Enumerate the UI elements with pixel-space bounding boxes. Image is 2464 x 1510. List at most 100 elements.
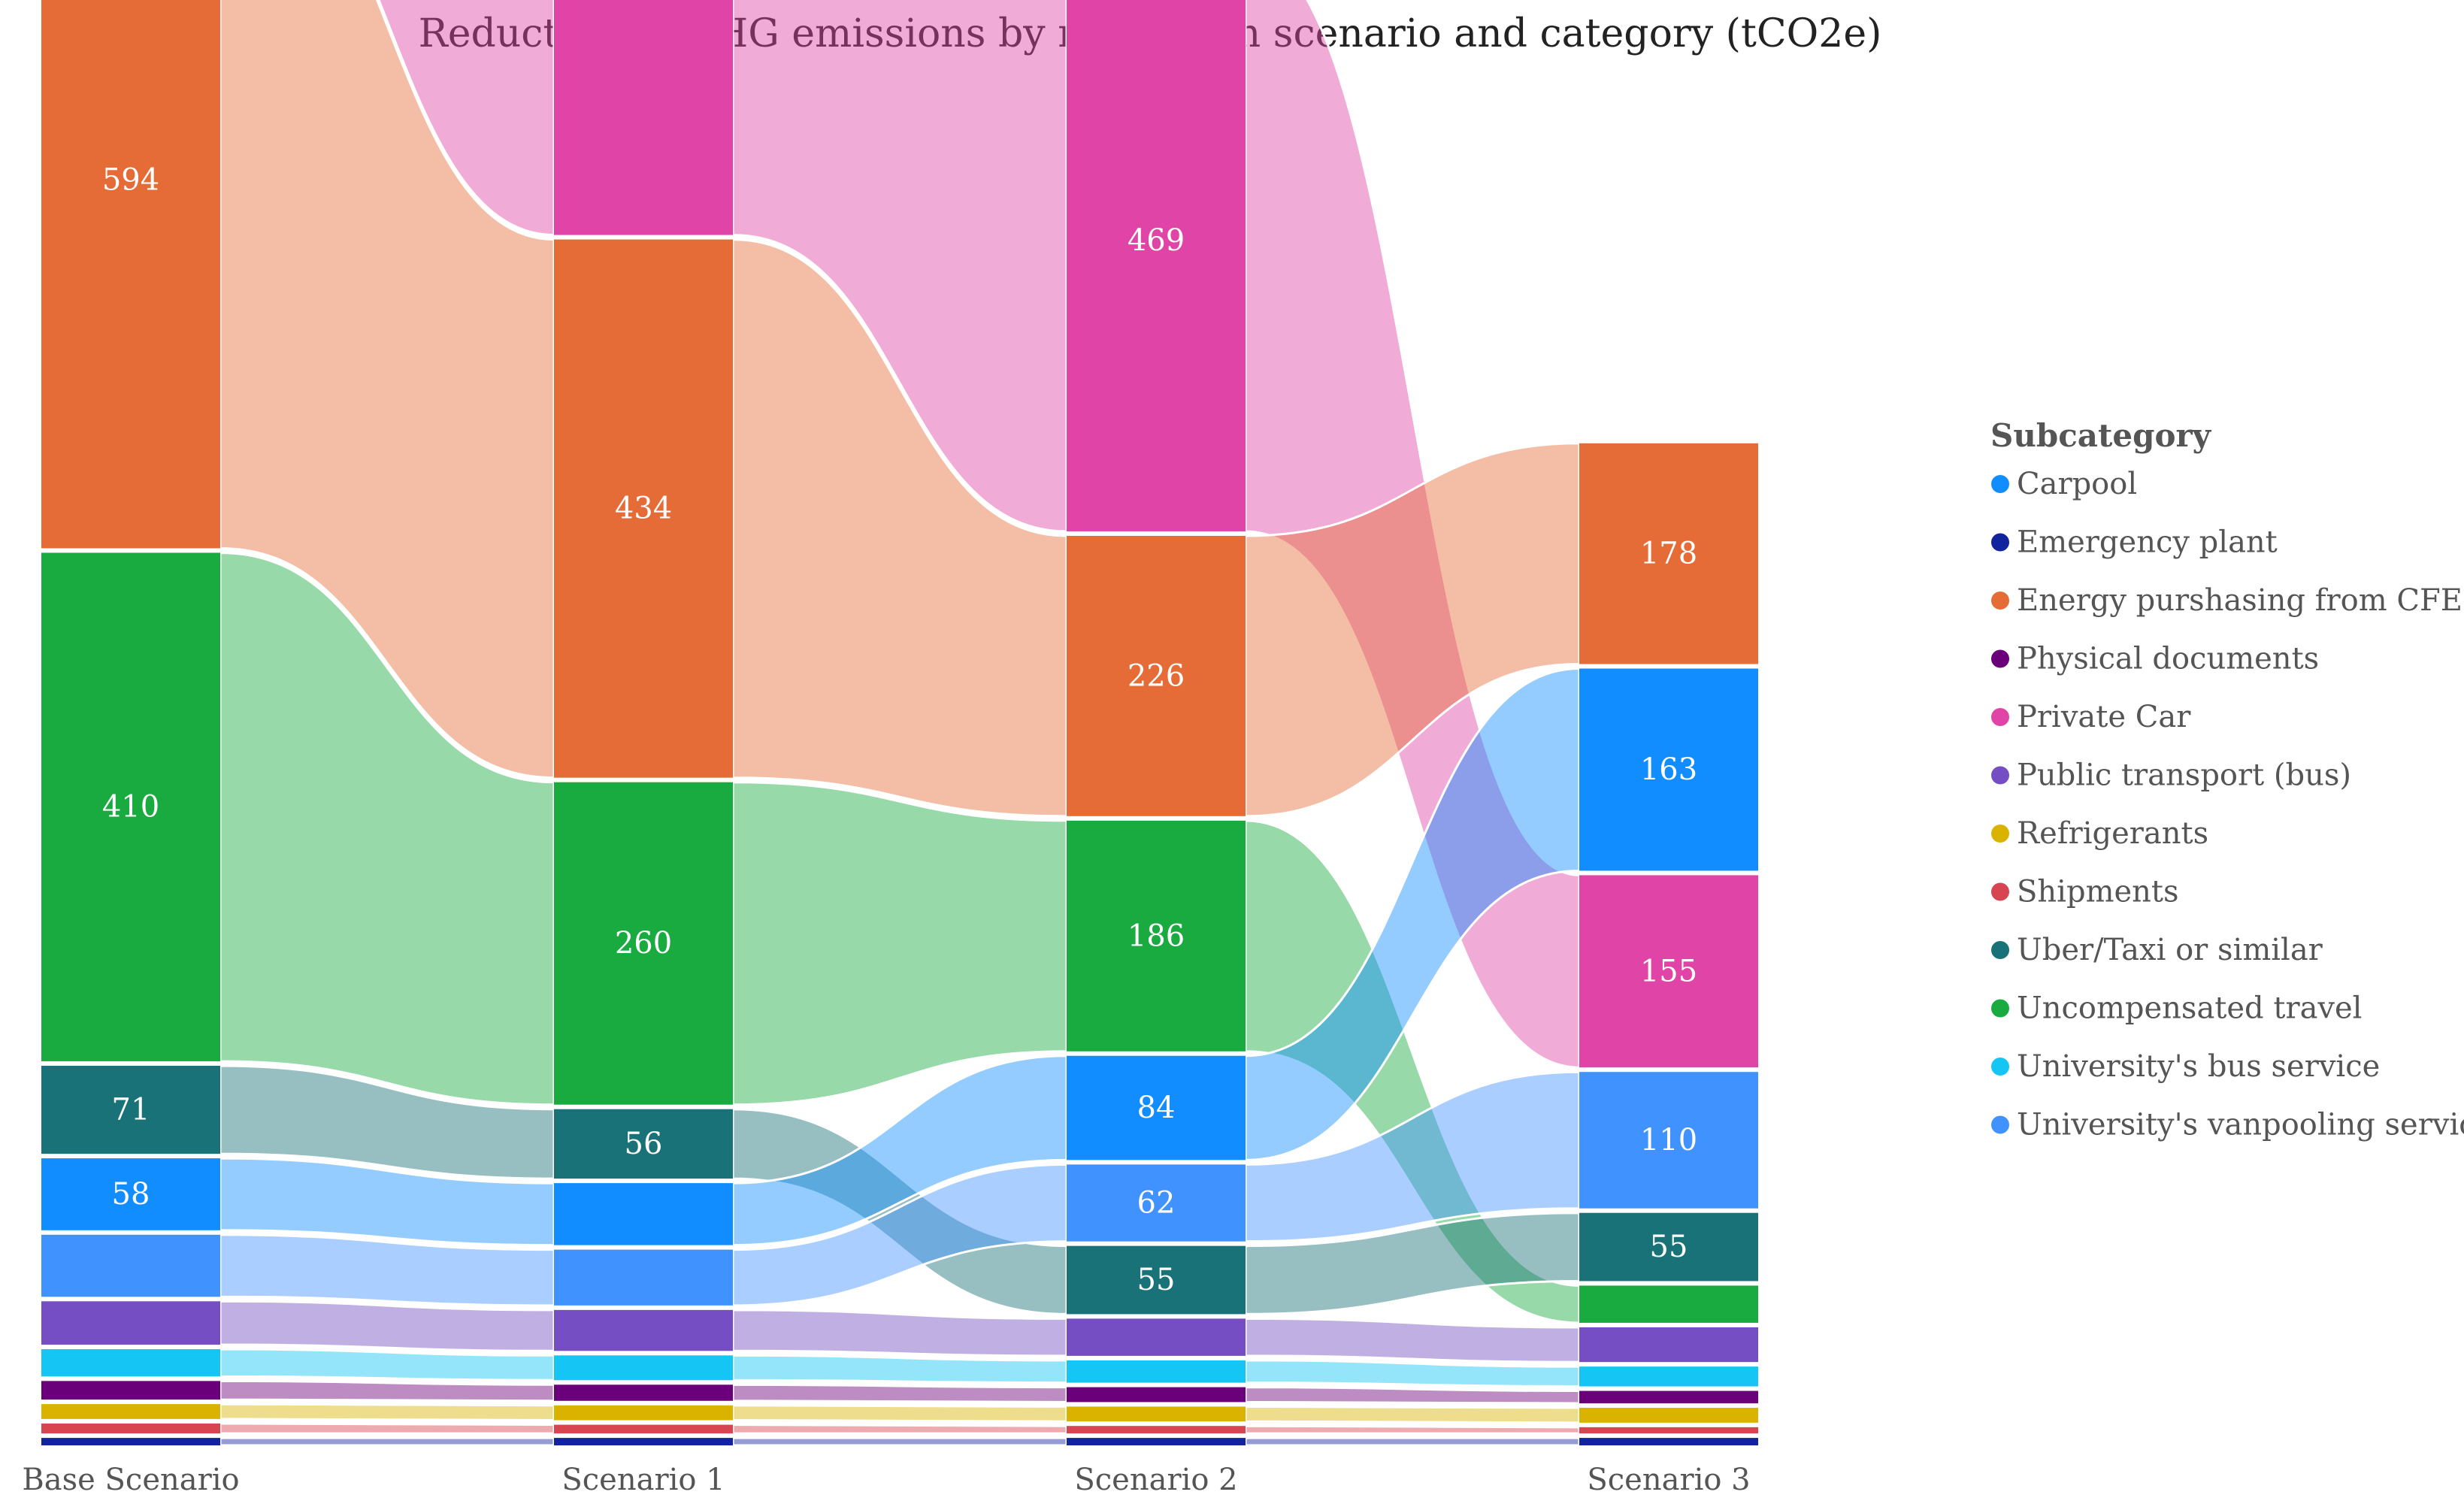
value-label-energy-stage-0: 594 [102, 162, 159, 197]
ribbon-energy-1-2 [731, 238, 1068, 818]
legend-swatch-energy [1991, 592, 2009, 610]
legend-item-shipments: Shipments [1991, 875, 2179, 909]
value-label-uber-stage-0: 71 [112, 1093, 150, 1127]
node-shipments-stage-1 [554, 1424, 733, 1434]
node-emergency-stage-0 [41, 1438, 220, 1445]
node-uncompensated-stage-1 [554, 782, 733, 1105]
stage-label-1: Scenario 1 [562, 1463, 725, 1497]
value-label-carpool-stage-3: 163 [1640, 752, 1697, 787]
node-refrigerants-stage-3 [1579, 1408, 1758, 1423]
legend-item-refrigerants: Refrigerants [1991, 816, 2208, 851]
node-emergency-stage-1 [554, 1438, 733, 1445]
legend-item-energy: Energy purshasing from CFE [1991, 583, 2462, 618]
value-labels-layer: 8125944107158657434260564692261868462551… [102, 162, 1697, 1297]
legend-label-vanpool: University's vanpooling service [2017, 1108, 2464, 1142]
ribbons-layer [219, 0, 1581, 1447]
node-privatecar-stage-1 [554, 0, 733, 235]
legend-item-bus: Public transport (bus) [1991, 758, 2351, 793]
node-documents-stage-0 [41, 1381, 220, 1400]
ribbon-bus-2-3 [1244, 1317, 1581, 1363]
ribbon-privatecar-1-2 [731, 0, 1068, 533]
legend-swatch-documents [1991, 649, 2009, 668]
legend-label-energy: Energy purshasing from CFE [2017, 583, 2462, 618]
node-energy-stage-2 [1067, 535, 1246, 816]
ribbon-shipments-0-1 [219, 1422, 555, 1435]
legend-items: Carpool Emergency plant Energy purshasing … [1991, 467, 2464, 1142]
node-vanpool-stage-3 [1579, 1072, 1758, 1209]
ribbon-emergency-1-2 [731, 1436, 1068, 1447]
legend: Subcategory Carpool Emergency plant Energy… [1990, 417, 2464, 1142]
ribbon-documents-1-2 [731, 1383, 1068, 1403]
value-label-energy-stage-3: 178 [1640, 537, 1697, 571]
ribbon-refrigerants-1-2 [731, 1404, 1068, 1423]
legend-item-privatecar: Private Car [1991, 700, 2191, 734]
legend-item-carpool: Carpool [1991, 467, 2137, 501]
ribbon-documents-2-3 [1244, 1386, 1581, 1405]
node-vanpool-stage-0 [41, 1234, 220, 1297]
node-unibus-stage-2 [1067, 1360, 1246, 1383]
value-label-privatecar-stage-2: 469 [1128, 223, 1185, 258]
value-label-vanpool-stage-2: 62 [1137, 1186, 1176, 1221]
node-uber-stage-0 [41, 1065, 220, 1154]
legend-item-uncompensated: Uncompensated travel [1991, 991, 2362, 1026]
node-energy-stage-3 [1579, 443, 1758, 664]
node-vanpool-stage-1 [554, 1249, 733, 1306]
legend-label-shipments: Shipments [2017, 875, 2179, 909]
ribbon-uncompensated-2-3 [1244, 819, 1581, 1324]
node-bus-stage-1 [554, 1309, 733, 1351]
node-documents-stage-3 [1579, 1390, 1758, 1404]
ribbon-bus-0-1 [219, 1300, 555, 1352]
value-label-energy-stage-2: 226 [1128, 658, 1185, 693]
legend-item-vanpool: University's vanpooling service [1991, 1108, 2464, 1142]
node-bus-stage-3 [1579, 1327, 1758, 1363]
value-label-uncompensated-stage-1: 260 [615, 926, 672, 961]
node-refrigerants-stage-1 [554, 1405, 733, 1421]
node-uncompensated-stage-0 [41, 552, 220, 1061]
stage-labels-layer: Base Scenario Scenario 1 Scenario 2 Scenari… [22, 1463, 1750, 1497]
node-carpool-stage-3 [1579, 668, 1758, 871]
value-label-uncompensated-stage-2: 186 [1128, 918, 1185, 953]
legend-swatch-refrigerants [1991, 825, 2009, 843]
ribbon-documents-0-1 [219, 1379, 555, 1403]
node-uncompensated-stage-2 [1067, 820, 1246, 1052]
node-privatecar-stage-3 [1579, 875, 1758, 1068]
ribbon-uncompensated-1-2 [731, 781, 1068, 1106]
node-unibus-stage-0 [41, 1349, 220, 1377]
legend-label-uber: Uber/Taxi or similar [2017, 933, 2323, 967]
node-carpool-stage-1 [554, 1183, 733, 1245]
legend-label-privatecar: Private Car [2017, 700, 2191, 734]
node-energy-stage-0 [41, 0, 220, 549]
node-emergency-stage-2 [1067, 1438, 1246, 1445]
legend-swatch-emergency [1991, 533, 2009, 552]
legend-swatch-uber [1991, 941, 2009, 959]
ribbon-privatecar-2-3 [1244, 0, 1581, 1069]
value-label-uber-stage-2: 55 [1137, 1263, 1176, 1297]
ribbon-shipments-2-3 [1244, 1424, 1581, 1435]
node-refrigerants-stage-0 [41, 1404, 220, 1419]
node-shipments-stage-2 [1067, 1426, 1246, 1434]
node-documents-stage-1 [554, 1384, 733, 1401]
legend-label-uncompensated: Uncompensated travel [2017, 991, 2362, 1026]
legend-label-bus: Public transport (bus) [2017, 758, 2351, 793]
nodes-layer [41, 0, 1758, 1445]
node-emergency-stage-3 [1579, 1438, 1758, 1445]
value-label-uncompensated-stage-0: 410 [102, 790, 159, 825]
node-bus-stage-2 [1067, 1318, 1246, 1356]
node-vanpool-stage-2 [1067, 1164, 1246, 1242]
node-uber-stage-2 [1067, 1245, 1246, 1315]
stage-label-2: Scenario 2 [1074, 1463, 1237, 1497]
value-label-privatecar-stage-3: 155 [1640, 954, 1697, 988]
ribbon-unibus-0-1 [219, 1348, 555, 1381]
legend-swatch-bus [1991, 766, 2009, 785]
legend-item-uber: Uber/Taxi or similar [1991, 933, 2323, 967]
stage-label-0: Base Scenario [22, 1463, 239, 1497]
legend-swatch-carpool [1991, 475, 2009, 493]
ribbon-emergency-2-3 [1244, 1436, 1581, 1447]
stage-label-3: Scenario 3 [1587, 1463, 1750, 1497]
ribbon-energy-0-1 [219, 0, 555, 779]
legend-label-documents: Physical documents [2017, 642, 2319, 676]
legend-label-unibus: University's bus service [2017, 1049, 2380, 1084]
legend-label-carpool: Carpool [2017, 467, 2137, 501]
ribbon-energy-2-3 [1244, 442, 1581, 818]
legend-swatch-privatecar [1991, 708, 2009, 726]
